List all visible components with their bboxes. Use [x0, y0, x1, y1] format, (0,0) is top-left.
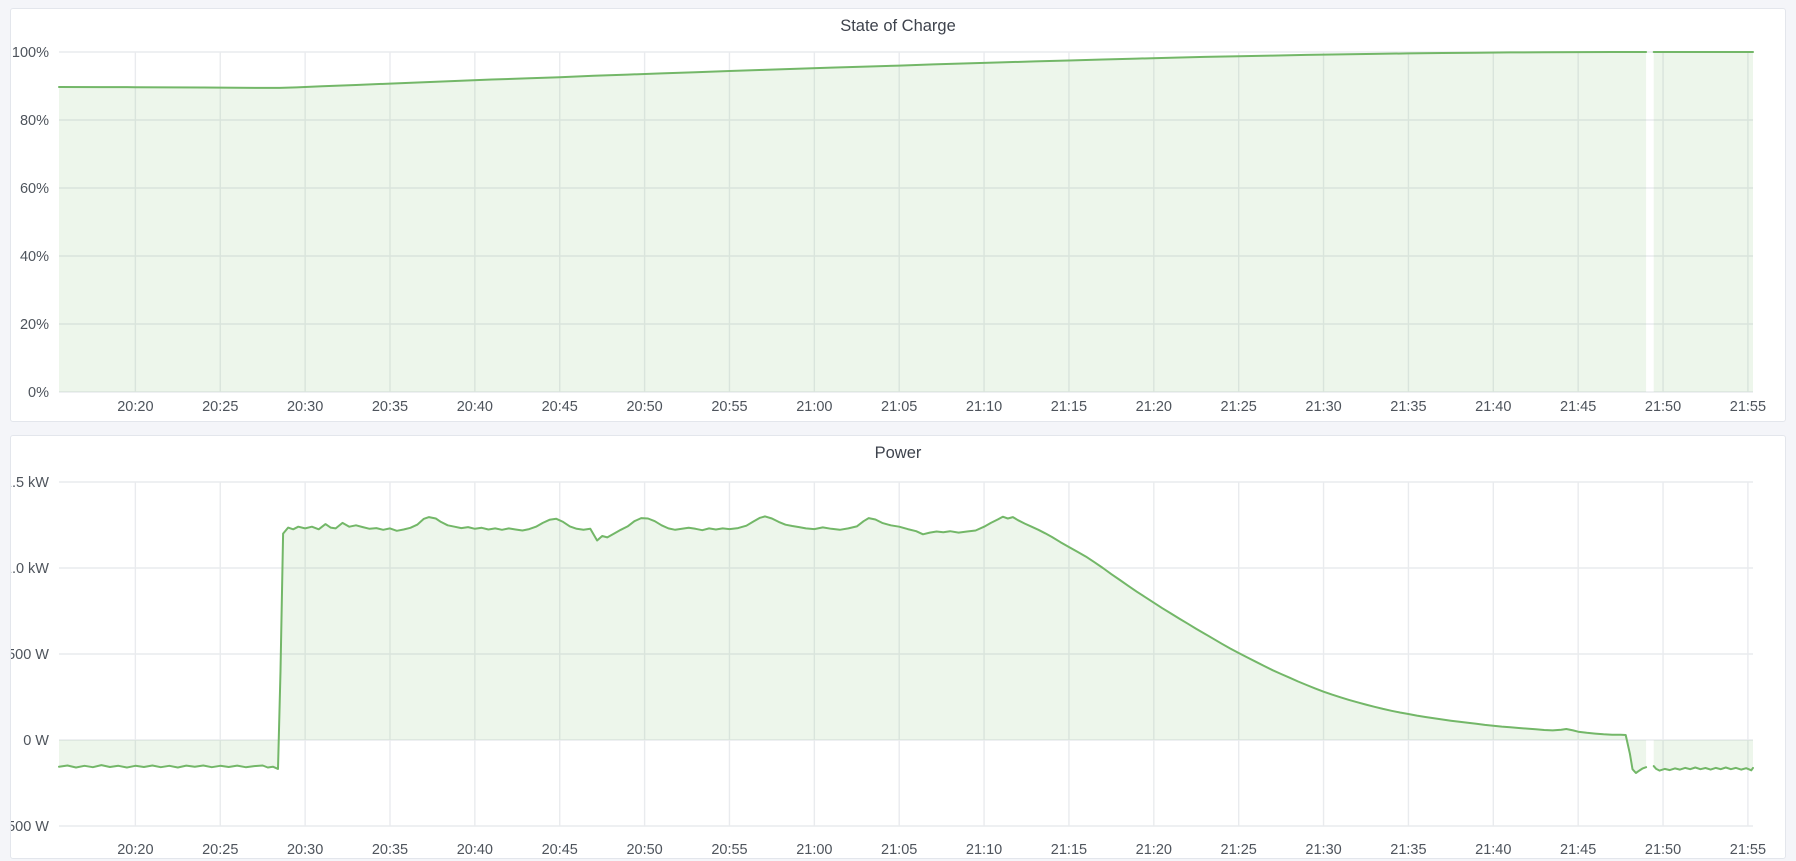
x-axis-tick-label: 20:25	[202, 842, 238, 858]
x-axis-tick-label: 21:55	[1730, 842, 1766, 858]
x-axis-tick-label: 20:20	[117, 399, 153, 415]
x-axis-tick-label: 21:00	[796, 842, 832, 858]
series-area	[59, 52, 1647, 392]
series-line	[1652, 765, 1754, 772]
x-axis-tick-label: 21:40	[1475, 842, 1511, 858]
x-axis-tick-label: 21:55	[1730, 399, 1766, 415]
x-axis-tick-label: 21:50	[1645, 399, 1681, 415]
y-axis-tick-label: 60%	[20, 181, 49, 197]
x-axis-tick-label: 20:50	[626, 842, 662, 858]
x-axis-tick-label: 20:30	[287, 399, 323, 415]
x-axis-tick-label: 21:20	[1136, 399, 1172, 415]
x-axis-tick-label: 21:05	[881, 399, 917, 415]
x-axis-tick-label: 21:25	[1221, 399, 1257, 415]
series-power	[58, 515, 1754, 774]
panel-title-power[interactable]: Power	[874, 444, 922, 462]
series-area	[59, 516, 1647, 773]
y-axis-tick-label: 100%	[12, 45, 49, 61]
x-axis-tick-label: 21:15	[1051, 842, 1087, 858]
y-axis-labels: 1.5 kW 1.0 kW 500 W 0 W -500 W	[11, 475, 49, 835]
x-axis-tick-label: 21:30	[1305, 842, 1341, 858]
x-axis-tick-label: 21:10	[966, 399, 1002, 415]
y-axis-labels: 100% 80% 60% 40% 20% 0%	[12, 45, 49, 401]
x-axis-tick-label: 21:00	[796, 399, 832, 415]
grid	[59, 51, 1753, 393]
y-axis-tick-label: 0%	[28, 385, 49, 401]
y-axis-tick-label: 500 W	[11, 647, 49, 663]
x-axis-tick-label: 20:45	[542, 842, 578, 858]
y-axis-tick-label: 80%	[20, 113, 49, 129]
y-axis-tick-label: 0 W	[23, 733, 49, 749]
x-axis-tick-label: 21:25	[1221, 842, 1257, 858]
x-axis-tick-label: 20:40	[457, 842, 493, 858]
x-axis-tick-label: 20:50	[626, 399, 662, 415]
y-axis-tick-label: 20%	[20, 317, 49, 333]
y-axis-tick-label: 1.5 kW	[11, 475, 49, 491]
panel-title-state-of-charge[interactable]: State of Charge	[840, 17, 956, 35]
power-chart[interactable]: 1.5 kW 1.0 kW 500 W 0 W -500 W 20:20 20:25 20:3…	[11, 436, 1785, 858]
series-area	[1653, 52, 1753, 392]
panel-state-of-charge: State of Charge 100% 80% 60% 40% 20% 0% 20:20 2…	[10, 8, 1786, 422]
x-axis-tick-label: 21:45	[1560, 842, 1596, 858]
x-axis-tick-label: 20:35	[372, 842, 408, 858]
x-axis-tick-label: 20:55	[711, 842, 747, 858]
series-line	[58, 51, 1648, 89]
state-of-charge-chart[interactable]: 100%80%60%40%20%0%20:20 20:25 20:30 20:35 20…	[11, 9, 1785, 421]
x-axis-tick-label: 20:40	[457, 399, 493, 415]
x-axis-tick-label: 20:45	[542, 399, 578, 415]
x-axis-labels: 20:20 20:25 20:30 20:35 20:40 20:45 20:50 20:55…	[117, 399, 1766, 415]
x-axis-tick-label: 21:35	[1390, 842, 1426, 858]
x-axis-tick-label: 20:20	[117, 842, 153, 858]
series-state-of-charge	[58, 51, 1754, 392]
x-axis-tick-label: 20:55	[711, 399, 747, 415]
series-line	[58, 515, 1648, 774]
y-axis-tick-label: -500 W	[11, 819, 49, 835]
x-axis-tick-label: 21:50	[1645, 842, 1681, 858]
x-axis-tick-label: 21:45	[1560, 399, 1596, 415]
x-axis-labels: 20:20 20:25 20:30 20:35 20:40 20:45 20:50 20:55…	[117, 842, 1766, 858]
y-axis-tick-label: 40%	[20, 249, 49, 265]
x-axis-tick-label: 20:30	[287, 842, 323, 858]
x-axis-tick-label: 21:40	[1475, 399, 1511, 415]
x-axis-tick-label: 21:05	[881, 842, 917, 858]
y-axis-tick-label: 1.0 kW	[11, 561, 49, 577]
series-area	[1653, 740, 1753, 771]
x-axis-tick-label: 21:10	[966, 842, 1002, 858]
x-axis-tick-label: 21:15	[1051, 399, 1087, 415]
x-axis-tick-label: 21:20	[1136, 842, 1172, 858]
x-axis-tick-label: 21:30	[1305, 399, 1341, 415]
x-axis-tick-label: 20:25	[202, 399, 238, 415]
x-axis-tick-label: 20:35	[372, 399, 408, 415]
x-axis-tick-label: 21:35	[1390, 399, 1426, 415]
